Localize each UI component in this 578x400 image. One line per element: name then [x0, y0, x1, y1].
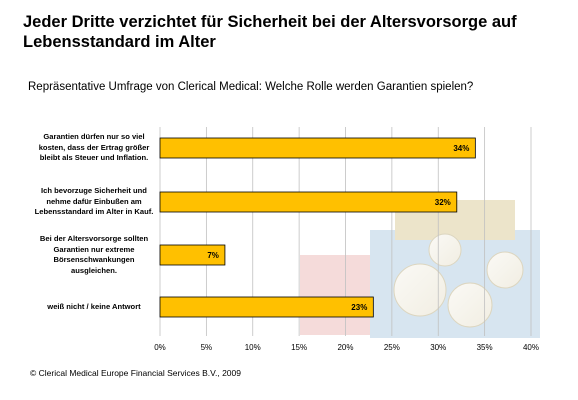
- bar-value-label: 7%: [207, 251, 219, 260]
- category-label: Ich bevorzuge Sicherheit und nehme dafür…: [34, 186, 154, 216]
- bar-value-label: 34%: [453, 144, 469, 153]
- chart-subtitle: Repräsentative Umfrage von Clerical Medi…: [28, 81, 474, 93]
- x-tick-label: 30%: [430, 343, 446, 352]
- category-label: weiß nicht / keine Antwort: [47, 301, 141, 311]
- x-tick-label: 10%: [245, 343, 261, 352]
- bar: [159, 296, 374, 318]
- bar: [159, 137, 476, 159]
- bars: 34% 32% 7% 23%: [159, 137, 476, 318]
- x-tick-label: 25%: [384, 343, 400, 352]
- x-tick-label: 15%: [291, 343, 307, 352]
- chart-title: Jeder Dritte verzichtet für Sicherheit b…: [23, 13, 517, 51]
- x-tick-label: 20%: [337, 343, 353, 352]
- x-tick-label: 5%: [201, 343, 213, 352]
- category-label: Garantien dürfen nur so viel kosten, das…: [38, 132, 150, 162]
- x-axis-ticks: 0% 5% 10% 15% 20% 25% 30% 35% 40%: [154, 343, 539, 352]
- x-tick-label: 40%: [523, 343, 539, 352]
- copyright-note: © Clerical Medical Europe Financial Serv…: [30, 368, 241, 378]
- x-tick-label: 0%: [154, 343, 166, 352]
- bar: [159, 244, 226, 266]
- bar-value-label: 32%: [435, 198, 451, 207]
- bar-value-label: 23%: [351, 303, 367, 312]
- bar: [159, 191, 458, 213]
- category-label: Bei der Altersvorsorge sollten Garantien…: [39, 234, 149, 275]
- x-tick-label: 35%: [477, 343, 493, 352]
